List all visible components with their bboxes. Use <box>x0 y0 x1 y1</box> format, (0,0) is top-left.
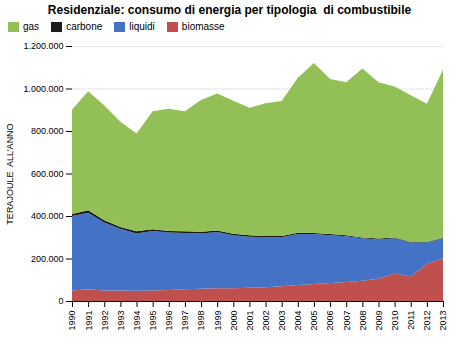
svg-text:1991: 1991 <box>84 311 94 331</box>
svg-text:1993: 1993 <box>116 311 126 331</box>
svg-text:2009: 2009 <box>374 311 384 331</box>
svg-text:2004: 2004 <box>293 311 303 331</box>
svg-text:2006: 2006 <box>325 311 335 331</box>
html-text:gas: gas <box>23 21 40 32</box>
svg-text:2000: 2000 <box>229 311 239 331</box>
svg-text:0: 0 <box>58 296 63 306</box>
svg-text:2003: 2003 <box>277 311 287 331</box>
svg-text:1996: 1996 <box>164 311 174 331</box>
svg-text:1997: 1997 <box>180 311 190 331</box>
svg-text:2012: 2012 <box>422 311 432 331</box>
svg-text:600.000: 600.000 <box>31 169 64 179</box>
html-text:Residenziale: consumo di energ: Residenziale: consumo di energia per tip… <box>47 3 412 17</box>
svg-text:800.000: 800.000 <box>31 126 64 136</box>
svg-text:2001: 2001 <box>245 311 255 331</box>
svg-text:1992: 1992 <box>100 311 110 331</box>
svg-text:1990: 1990 <box>67 311 77 331</box>
svg-text:1995: 1995 <box>148 311 158 331</box>
svg-text:TERAJOULE ALL'ANNO: TERAJOULE ALL'ANNO <box>5 123 15 224</box>
html-text:biomasse: biomasse <box>181 21 225 32</box>
svg-text:200.000: 200.000 <box>31 254 64 264</box>
svg-text:1994: 1994 <box>132 311 142 331</box>
svg-text:1998: 1998 <box>196 311 206 331</box>
svg-text:2013: 2013 <box>438 311 448 331</box>
html-text:carbone: carbone <box>66 21 103 32</box>
svg-text:2007: 2007 <box>342 311 352 331</box>
svg-text:2002: 2002 <box>261 311 271 331</box>
svg-text:1.200.000: 1.200.000 <box>23 41 63 51</box>
svg-text:1.000.000: 1.000.000 <box>23 84 63 94</box>
svg-text:2005: 2005 <box>309 311 319 331</box>
svg-text:2011: 2011 <box>406 311 416 330</box>
svg-text:2008: 2008 <box>358 311 368 331</box>
svg-text:400.000: 400.000 <box>31 211 64 221</box>
svg-text:2010: 2010 <box>390 311 400 331</box>
html-text:liquidi: liquidi <box>129 21 155 32</box>
svg-text:1999: 1999 <box>213 311 223 331</box>
